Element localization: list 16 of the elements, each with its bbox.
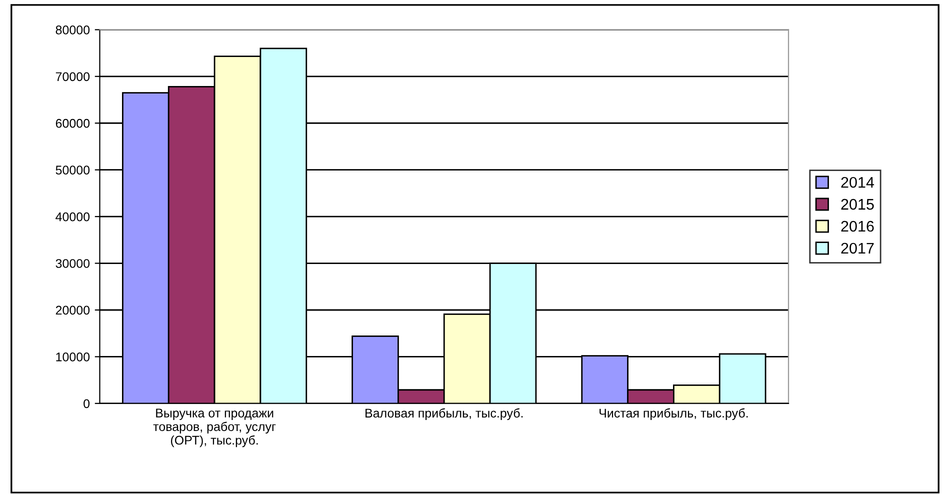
legend-label: 2014 <box>841 176 874 188</box>
y-tick-label: 30000 <box>56 259 90 268</box>
y-tick-label: 10000 <box>56 352 90 362</box>
y-tick-label: 70000 <box>56 72 90 82</box>
x-tick-label: Валовая прибыль, тыс.руб. <box>366 408 523 420</box>
y-tick-label: 60000 <box>56 118 90 128</box>
y-tick-label: 40000 <box>56 212 90 222</box>
x-tick-label: Чистая прибыль, тыс.руб. <box>600 408 748 420</box>
legend-label: 2015 <box>841 198 874 210</box>
x-tick-label: Выручка от продажи товаров, работ, услуг (ОРТ), тыс.руб. <box>153 408 276 448</box>
y-tick-label: 80000 <box>56 26 90 34</box>
y-tick-label: 20000 <box>56 306 90 315</box>
legend-label: 2017 <box>841 242 874 254</box>
y-tick-label: 0 <box>84 399 90 408</box>
legend-label: 2016 <box>841 220 874 232</box>
y-tick-label: 50000 <box>56 166 90 174</box>
